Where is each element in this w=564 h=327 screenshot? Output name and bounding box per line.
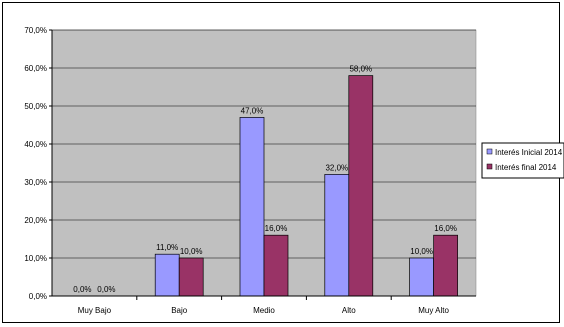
data-label: 10,0% — [180, 247, 203, 256]
legend-swatch-series-1 — [486, 163, 493, 170]
x-tick-label: Medio — [253, 306, 275, 315]
data-labels: 0,0% 0,0%11,0% 10,0%47,0%16,0%32,0%58,0%10… — [73, 65, 457, 294]
y-axis-ticks: 0,0% 10,0% 20,0% 30,0% 40,0% 50,0% 60,0% 70,0% — [24, 26, 52, 301]
legend: Interés Inicial 2014 Interés final 2014 — [481, 142, 564, 179]
bar-alto-series-1 — [348, 75, 374, 297]
x-tick-label: Muy Bajo — [78, 306, 112, 315]
y-tick-label: 20,0% — [24, 216, 47, 225]
legend-label-series-0: Interés Inicial 2014 — [495, 148, 563, 157]
legend-box — [481, 142, 564, 179]
x-tick-label: Bajo — [171, 306, 188, 315]
data-label: 0,0% — [97, 285, 115, 294]
data-label: 47,0% — [241, 106, 264, 115]
x-axis-ticks: Muy Bajo Bajo Medio Alto Muy Alto — [78, 296, 449, 315]
bar-bajo-series-1 — [178, 257, 204, 297]
legend-swatch-series-0 — [486, 148, 493, 155]
data-label: 16,0% — [434, 224, 457, 233]
y-tick-label: 60,0% — [24, 64, 47, 73]
bar-medio-series-0 — [239, 117, 265, 297]
data-label: 11,0% — [156, 243, 178, 252]
data-label: 16,0% — [265, 224, 288, 233]
data-label: 58,0% — [349, 65, 372, 74]
y-tick-label: 30,0% — [24, 178, 47, 187]
legend-label-series-1: Interés final 2014 — [495, 163, 557, 172]
x-tick-label: Alto — [342, 306, 356, 315]
y-tick-label: 70,0% — [24, 26, 47, 35]
data-label: 0,0% — [73, 285, 91, 294]
bar-muy-alto-series-0 — [409, 257, 434, 297]
y-tick-label: 0,0% — [29, 292, 47, 301]
data-label: 10,0% — [410, 247, 433, 256]
data-label: 32,0% — [325, 163, 348, 172]
x-tick-label: Muy Alto — [418, 306, 449, 315]
y-tick-label: 50,0% — [24, 102, 47, 111]
bar-alto-series-0 — [324, 174, 350, 297]
bar-bajo-series-0 — [154, 253, 180, 297]
bars — [154, 75, 458, 297]
y-tick-label: 10,0% — [24, 254, 47, 263]
bar-medio-series-1 — [263, 234, 289, 297]
bar-muy-alto-series-1 — [433, 234, 458, 297]
y-tick-label: 40,0% — [24, 140, 47, 149]
